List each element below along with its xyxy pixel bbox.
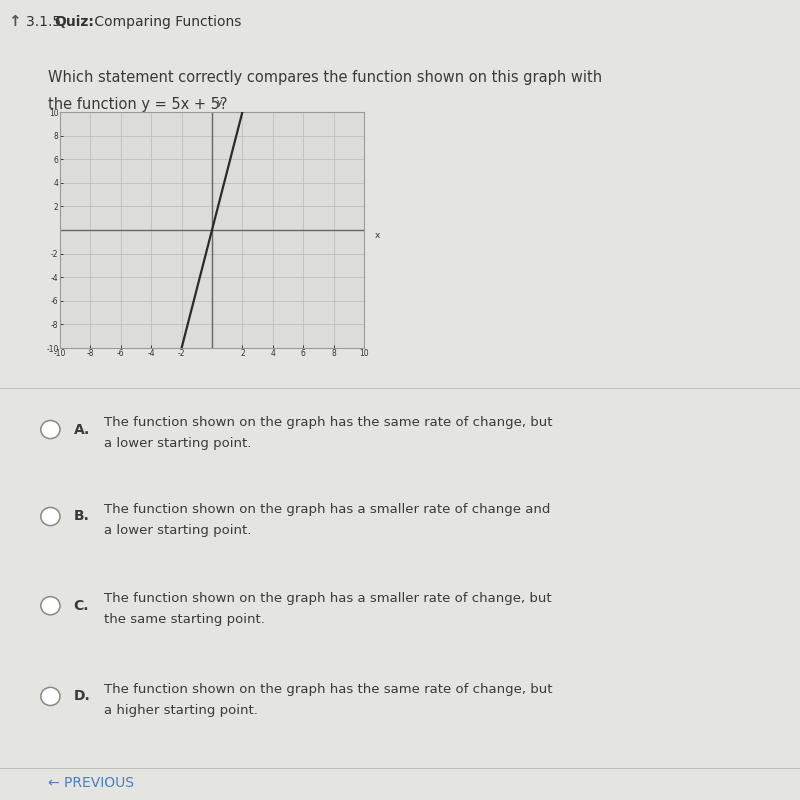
Text: The function shown on the graph has the same rate of change, but: The function shown on the graph has the … xyxy=(104,683,553,696)
Text: a lower starting point.: a lower starting point. xyxy=(104,524,251,537)
Text: the function y = 5x + 5?: the function y = 5x + 5? xyxy=(48,97,227,112)
Text: C.: C. xyxy=(74,598,89,613)
Text: ↑: ↑ xyxy=(8,14,21,30)
Circle shape xyxy=(41,507,60,526)
Text: Quiz:: Quiz: xyxy=(54,15,94,29)
Text: A.: A. xyxy=(74,422,90,437)
Text: B.: B. xyxy=(74,510,90,523)
Text: The function shown on the graph has the same rate of change, but: The function shown on the graph has the … xyxy=(104,416,553,429)
Text: the same starting point.: the same starting point. xyxy=(104,614,265,626)
Circle shape xyxy=(41,421,60,438)
Text: The function shown on the graph has a smaller rate of change, but: The function shown on the graph has a sm… xyxy=(104,592,552,605)
Text: The function shown on the graph has a smaller rate of change and: The function shown on the graph has a sm… xyxy=(104,503,550,516)
Text: Which statement correctly compares the function shown on this graph with: Which statement correctly compares the f… xyxy=(48,70,602,86)
Text: a lower starting point.: a lower starting point. xyxy=(104,437,251,450)
Text: x: x xyxy=(375,231,380,241)
Text: y: y xyxy=(217,98,222,107)
Text: ← PREVIOUS: ← PREVIOUS xyxy=(48,776,134,790)
Circle shape xyxy=(41,687,60,706)
Text: a higher starting point.: a higher starting point. xyxy=(104,704,258,717)
Text: 3.1.5: 3.1.5 xyxy=(26,15,66,29)
Circle shape xyxy=(41,597,60,614)
Text: Comparing Functions: Comparing Functions xyxy=(90,15,242,29)
Text: D.: D. xyxy=(74,690,90,703)
